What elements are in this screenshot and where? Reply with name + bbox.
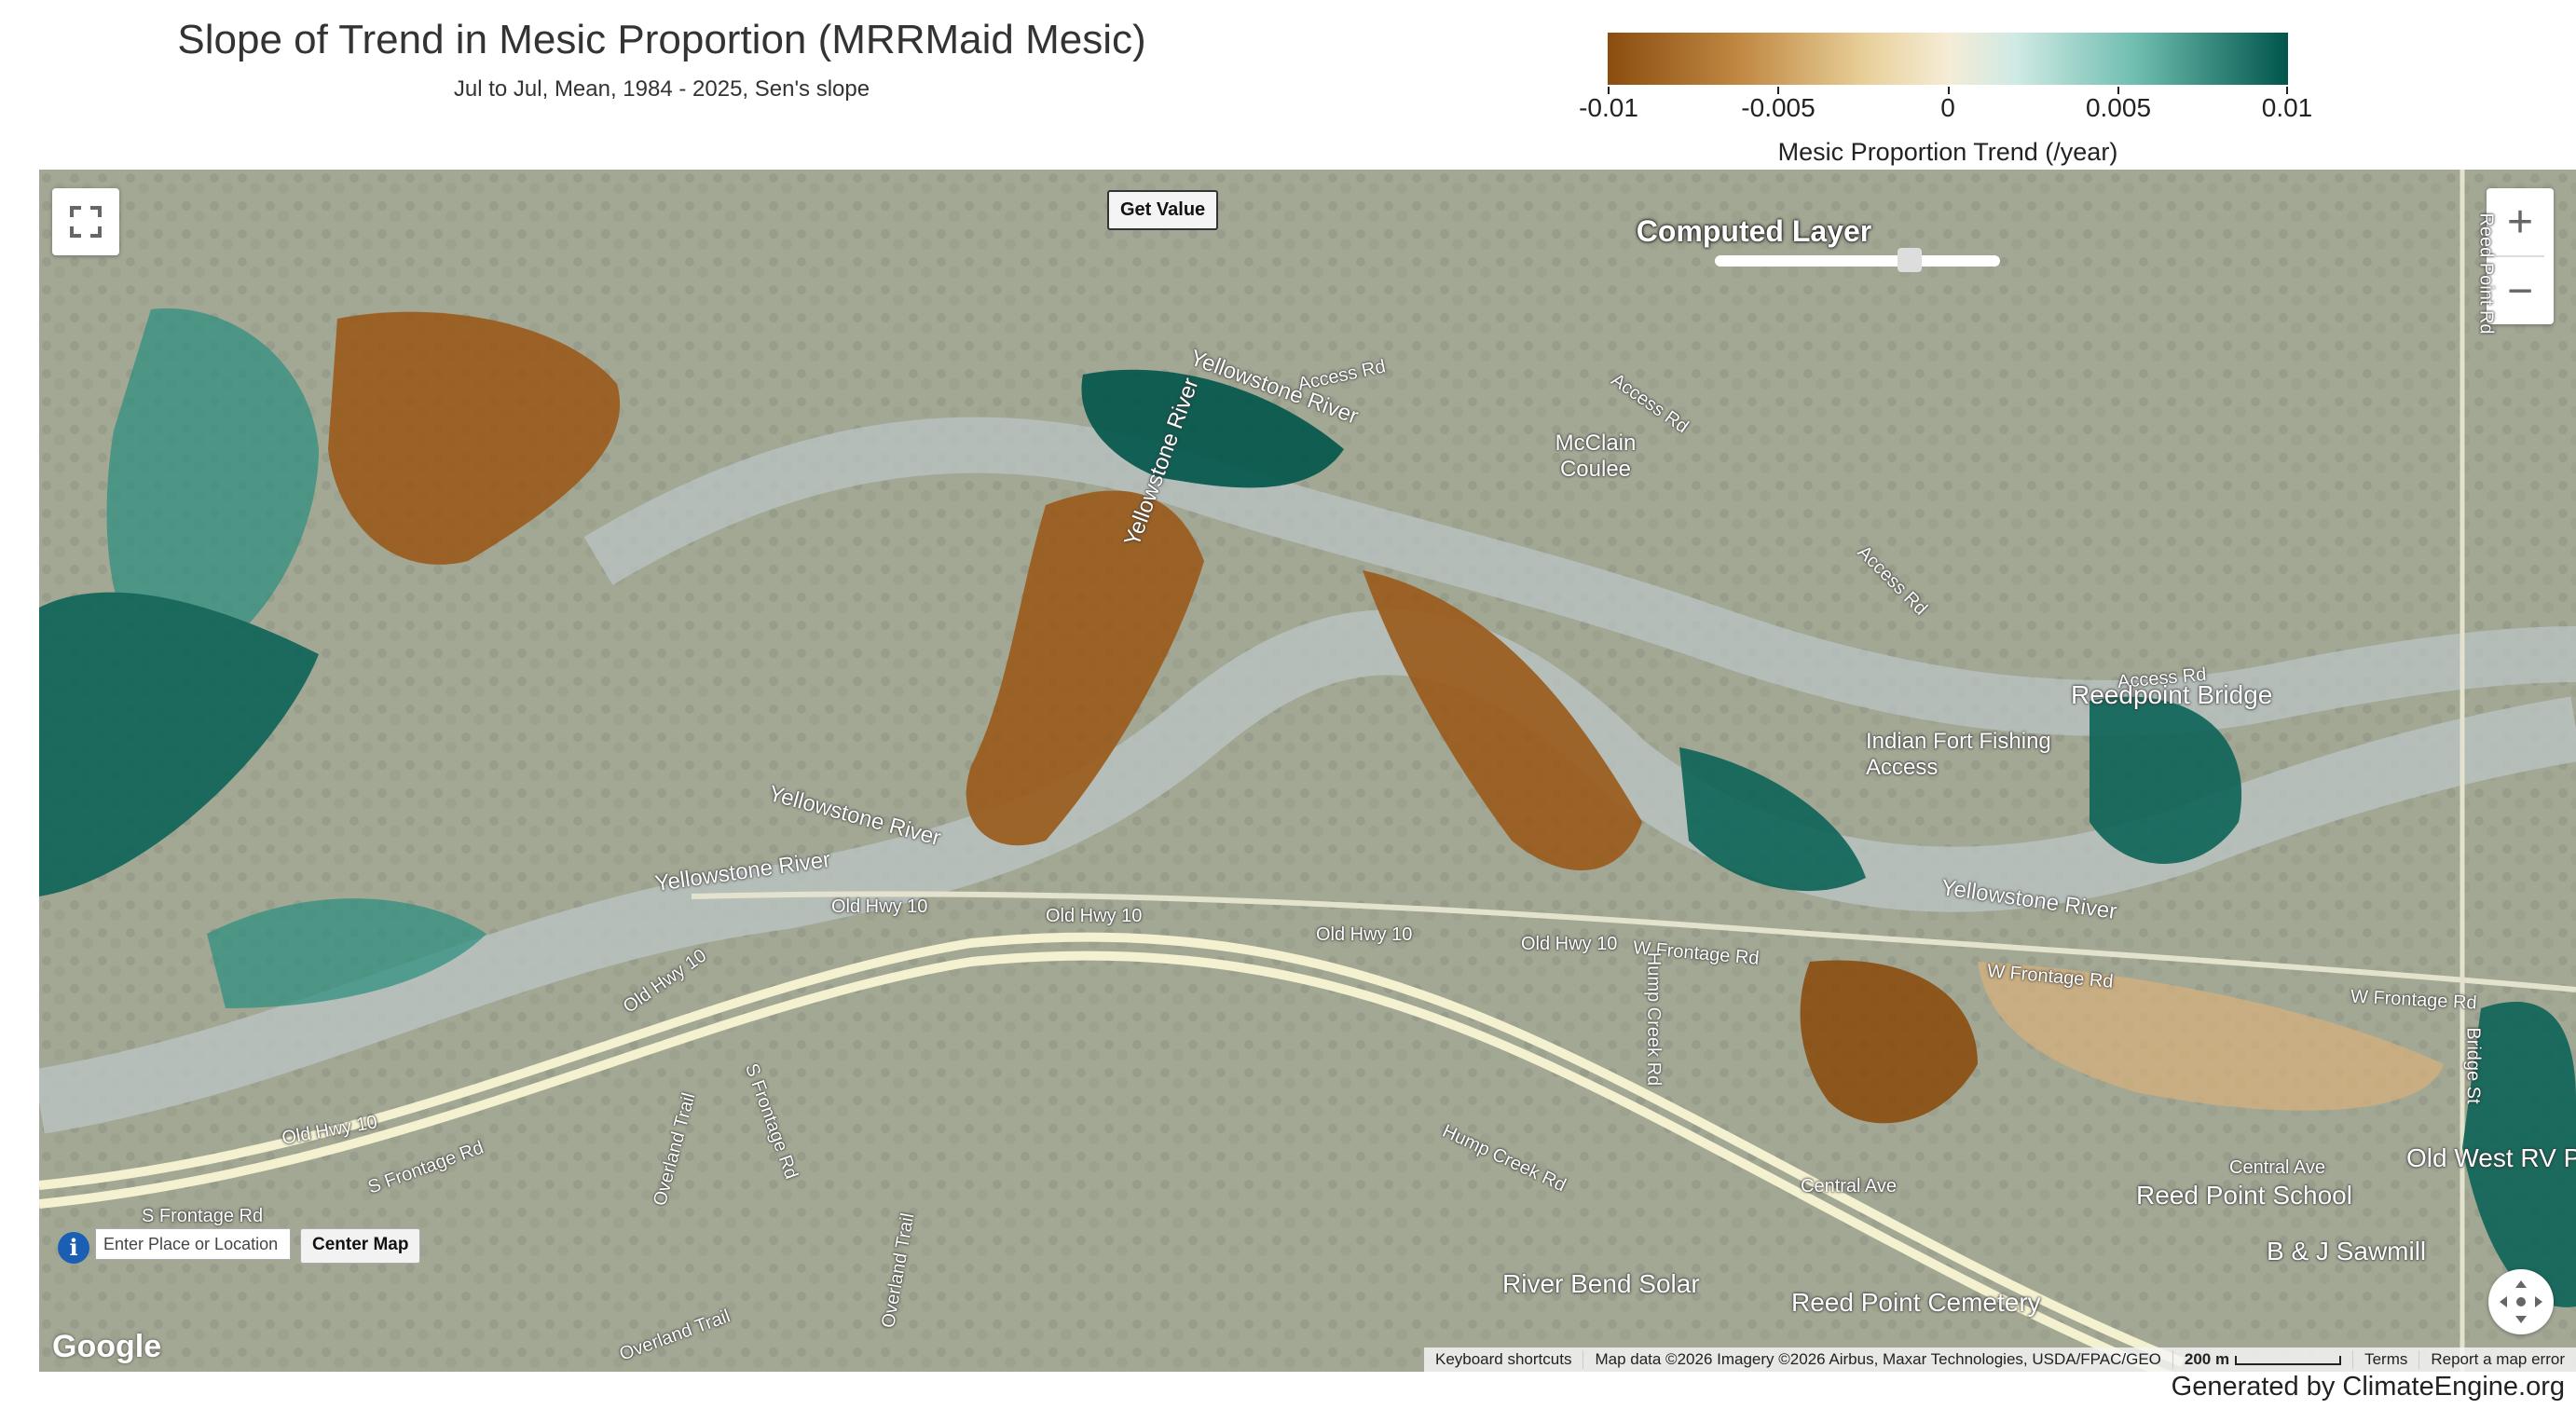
zoom-divider bbox=[2496, 255, 2544, 257]
fullscreen-icon bbox=[70, 206, 102, 238]
map-label: Old Hwy 10 bbox=[1521, 934, 1618, 954]
keyboard-shortcuts-link[interactable]: Keyboard shortcuts bbox=[1434, 1350, 1572, 1368]
legend-tick-label: 0 bbox=[1940, 93, 1955, 122]
map-data-credit: Map data ©2026 Imagery ©2026 Airbus, Max… bbox=[1583, 1350, 2172, 1369]
map-label: Old Hwy 10 bbox=[831, 896, 928, 917]
zoom-out-button[interactable]: − bbox=[2506, 266, 2534, 316]
scale-indicator[interactable]: 200 m bbox=[2172, 1350, 2352, 1369]
map-label: Hump Creek Rd bbox=[1643, 951, 1665, 1087]
street-view-button[interactable] bbox=[2488, 1269, 2554, 1334]
fullscreen-button[interactable] bbox=[52, 188, 119, 255]
map-label: Reed Point School bbox=[2136, 1181, 2352, 1210]
google-logo: Google bbox=[52, 1329, 162, 1364]
street-view-icon bbox=[2500, 1280, 2542, 1323]
map-label: Old Hwy 10 bbox=[1316, 924, 1413, 945]
map-subtitle: Jul to Jul, Mean, 1984 - 2025, Sen's slo… bbox=[453, 76, 870, 102]
legend-tick bbox=[1608, 87, 1610, 94]
computed-layer-label: Computed Layer bbox=[1636, 214, 1872, 248]
footer-credit: Generated by ClimateEngine.org bbox=[2171, 1372, 2565, 1402]
legend-tick-label: 0.01 bbox=[2261, 93, 2313, 122]
legend-tick-label: 0.005 bbox=[2085, 93, 2152, 122]
zoom-in-button[interactable]: + bbox=[2506, 197, 2534, 247]
map-label: Old West RV P bbox=[2406, 1143, 2576, 1172]
layer-opacity-slider[interactable] bbox=[1715, 255, 2000, 267]
legend-tick bbox=[2117, 87, 2119, 94]
map-label: Indian Fort Fishing Access bbox=[1866, 729, 2051, 780]
map-label: Bridge St bbox=[2462, 1027, 2484, 1104]
legend-tick-label: -0.01 bbox=[1579, 93, 1638, 122]
map-label: Central Ave bbox=[2229, 1157, 2326, 1178]
map-label: B & J Sawmill bbox=[2267, 1237, 2427, 1265]
location-search-input[interactable] bbox=[95, 1228, 291, 1260]
map-label: Reed Point Rd bbox=[2475, 212, 2497, 335]
terms-link[interactable]: Terms bbox=[2352, 1350, 2418, 1369]
legend-title: Mesic Proportion Trend (/year) bbox=[1777, 138, 2118, 166]
map-title: Slope of Trend in Mesic Proportion (MRRM… bbox=[177, 17, 1146, 62]
yellowstone-river-channel bbox=[583, 417, 2576, 736]
scale-bar bbox=[2235, 1355, 2342, 1365]
legend-tick-label: -0.005 bbox=[1741, 93, 1816, 122]
report-map-error-link[interactable]: Report a map error bbox=[2418, 1350, 2576, 1369]
map-label: S Frontage Rd bbox=[142, 1206, 264, 1226]
trend-overlay bbox=[39, 308, 2576, 1307]
scale-label: 200 m bbox=[2184, 1350, 2230, 1368]
center-map-button[interactable]: Center Map bbox=[300, 1228, 421, 1264]
map-label: Old Hwy 10 bbox=[1046, 906, 1143, 926]
map-label: McClain Coulee bbox=[1555, 431, 1637, 482]
map-attribution: Keyboard shortcuts Map data ©2026 Imager… bbox=[1423, 1347, 2576, 1372]
map-label: Reed Point Cemetery bbox=[1791, 1288, 2041, 1317]
map-label: River Bend Solar bbox=[1502, 1269, 1700, 1298]
color-legend: -0.01 -0.005 0 0.005 0.01 Mesic Proporti… bbox=[1575, 28, 2312, 168]
legend-tick bbox=[1948, 87, 1950, 94]
layer-opacity-slider-thumb[interactable] bbox=[1898, 248, 1922, 272]
legend-tick bbox=[2286, 87, 2288, 94]
map-label: Reedpoint Bridge bbox=[2071, 680, 2273, 709]
zoom-control: + − bbox=[2487, 188, 2554, 324]
satellite-basemap bbox=[39, 170, 2576, 1372]
info-icon[interactable]: i bbox=[58, 1232, 89, 1264]
map-label: Central Ave bbox=[1801, 1176, 1898, 1197]
legend-color-bar bbox=[1608, 33, 2288, 85]
map-viewport[interactable]: Get Value Computed Layer + − Yellowstone… bbox=[39, 170, 2576, 1372]
legend-tick bbox=[1777, 87, 1779, 94]
get-value-button[interactable]: Get Value bbox=[1107, 190, 1219, 230]
